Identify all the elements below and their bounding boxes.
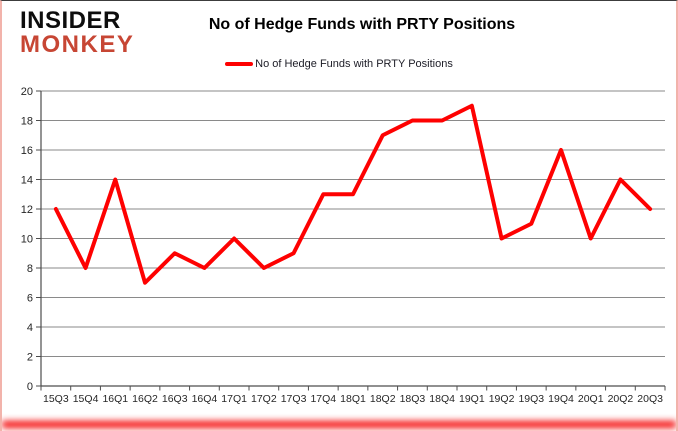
x-tick-label: 17Q3: [281, 393, 307, 405]
insider-monkey-logo: INSIDER MONKEY: [20, 9, 134, 56]
y-tick-label: 18: [21, 116, 33, 128]
y-tick-label: 8: [27, 263, 33, 275]
x-tick-label: 20Q1: [578, 393, 604, 405]
y-tick-label: 0: [27, 381, 33, 393]
legend-line-swatch: [225, 62, 254, 66]
y-tick-label: 6: [27, 293, 33, 305]
legend-label: No of Hedge Funds with PRTY Positions: [255, 58, 453, 70]
x-tick-label: 20Q2: [608, 393, 634, 405]
x-tick-label: 18Q2: [370, 393, 396, 405]
x-tick-label: 20Q3: [637, 393, 663, 405]
y-tick-label: 16: [21, 145, 33, 157]
series-line: [53, 103, 653, 285]
x-tick-label: 16Q1: [102, 393, 128, 405]
x-tick-label: 16Q3: [162, 393, 188, 405]
logo-monkey-text: MONKEY: [20, 30, 135, 58]
legend: No of Hedge Funds with PRTY Positions: [2, 58, 676, 70]
x-tick-label: 19Q2: [489, 393, 515, 405]
y-tick-label: 4: [27, 322, 33, 334]
x-tick-label: 16Q2: [132, 393, 158, 405]
chart-title: No of Hedge Funds with PRTY Positions: [208, 16, 516, 33]
logo-insider-text: INSIDER: [20, 7, 121, 34]
x-tick-label: 19Q1: [459, 393, 485, 405]
x-tick-label: 17Q2: [251, 393, 277, 405]
x-tick-label: 15Q4: [73, 393, 99, 405]
x-tick-label: 17Q1: [221, 393, 247, 405]
y-tick-label: 10: [21, 234, 33, 246]
y-tick-label: 2: [27, 352, 33, 364]
y-tick-label: 14: [21, 175, 33, 187]
x-tick-label: 19Q3: [518, 393, 544, 405]
x-tick-label: 18Q4: [429, 393, 455, 405]
x-tick-label: 18Q1: [340, 393, 366, 405]
x-tick-label: 18Q3: [400, 393, 426, 405]
x-tick-label: 15Q3: [43, 393, 69, 405]
x-tick-label: 17Q4: [310, 393, 336, 405]
x-tick-label: 16Q4: [192, 393, 218, 405]
y-tick-label: 12: [21, 204, 33, 216]
x-tick-label: 19Q4: [548, 393, 574, 405]
y-tick-label: 20: [21, 86, 33, 98]
